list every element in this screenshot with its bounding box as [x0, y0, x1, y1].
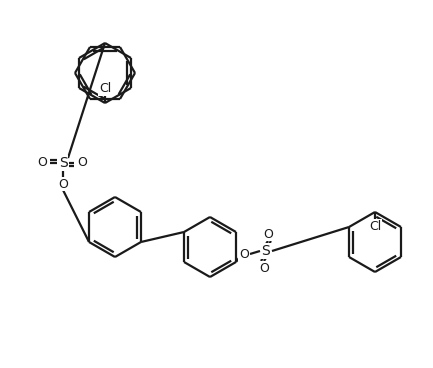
Text: O: O: [77, 156, 87, 170]
Text: O: O: [37, 156, 47, 170]
Text: Cl: Cl: [99, 82, 111, 96]
Text: S: S: [58, 156, 68, 170]
Text: O: O: [58, 177, 68, 191]
Text: O: O: [239, 248, 249, 261]
Text: O: O: [259, 262, 269, 275]
Text: S: S: [262, 244, 270, 258]
Text: O: O: [263, 227, 273, 241]
Text: Cl: Cl: [369, 219, 381, 233]
